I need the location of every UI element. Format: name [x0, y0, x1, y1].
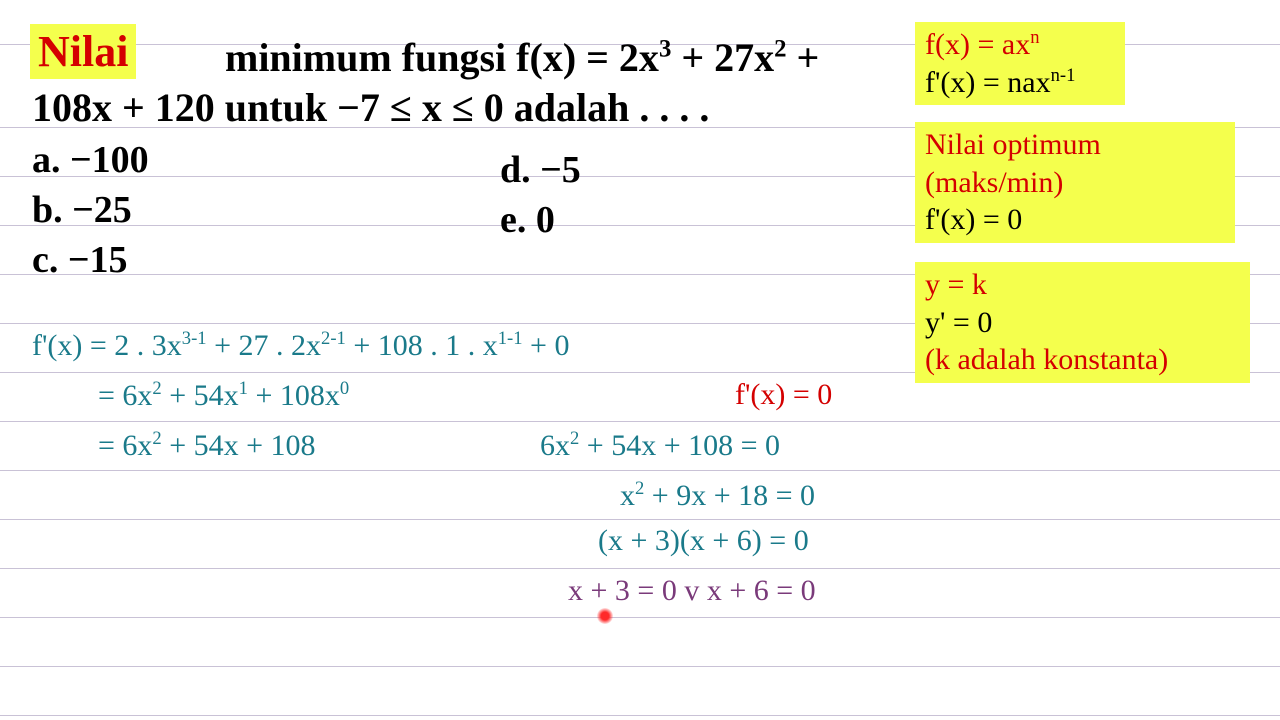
- q-l1s1: 3: [659, 36, 671, 63]
- box2-l1: Nilai optimum: [925, 126, 1225, 164]
- q-l1m: + 27x: [671, 35, 774, 80]
- title-text: Nilai: [38, 27, 128, 76]
- formula-box-optimum: Nilai optimum (maks/min) f'(x) = 0: [915, 122, 1235, 243]
- work-factor: (x + 3)(x + 6) = 0: [598, 524, 809, 558]
- box1-l1a: f(x) = ax: [925, 28, 1030, 61]
- option-c: c. −15: [32, 238, 128, 282]
- work-deriv-3: = 6x2 + 54x + 108: [98, 428, 316, 463]
- box1-l2s: n-1: [1051, 65, 1076, 86]
- question-line1: minimum fungsi f(x) = 2x3 + 27x2 +: [225, 34, 819, 81]
- work-eq-1: 6x2 + 54x + 108 = 0: [540, 428, 780, 463]
- q-l1e: +: [787, 35, 820, 80]
- q-l1a: minimum fungsi f(x) = 2x: [225, 35, 659, 80]
- box1-l1s: n: [1030, 27, 1039, 48]
- work-deriv-1: f'(x) = 2 . 3x3-1 + 27 . 2x2-1 + 108 . 1…: [32, 328, 569, 363]
- box3-l3: (k adalah konstanta): [925, 341, 1240, 379]
- question-line2: 108x + 120 untuk −7 ≤ x ≤ 0 adalah . . .…: [32, 84, 709, 131]
- option-a: a. −100: [32, 138, 149, 182]
- title-highlight: Nilai: [30, 24, 136, 79]
- box1-l1: f(x) = axn: [925, 26, 1115, 64]
- box1-l2a: f'(x) = nax: [925, 66, 1051, 99]
- box3-l1: y = k: [925, 266, 1240, 304]
- work-deriv-2: = 6x2 + 54x1 + 108x0: [98, 378, 349, 413]
- option-b: b. −25: [32, 188, 132, 232]
- laser-pointer-icon: [597, 608, 613, 624]
- option-d: d. −5: [500, 148, 581, 192]
- q-l2: 108x + 120 untuk −7 ≤ x ≤ 0 adalah . . .…: [32, 85, 709, 130]
- work-set-zero: f'(x) = 0: [735, 378, 832, 412]
- work-eq-2: x2 + 9x + 18 = 0: [620, 478, 815, 513]
- q-l1s2: 2: [774, 36, 786, 63]
- box1-l2: f'(x) = naxn-1: [925, 64, 1115, 102]
- work-roots: x + 3 = 0 v x + 6 = 0: [568, 574, 816, 608]
- formula-box-derivative: f(x) = axn f'(x) = naxn-1: [915, 22, 1125, 105]
- box2-l3: f'(x) = 0: [925, 201, 1225, 239]
- box2-l2: (maks/min): [925, 164, 1225, 202]
- formula-box-constant: y = k y' = 0 (k adalah konstanta): [915, 262, 1250, 383]
- option-e: e. 0: [500, 198, 555, 242]
- box3-l2: y' = 0: [925, 304, 1240, 342]
